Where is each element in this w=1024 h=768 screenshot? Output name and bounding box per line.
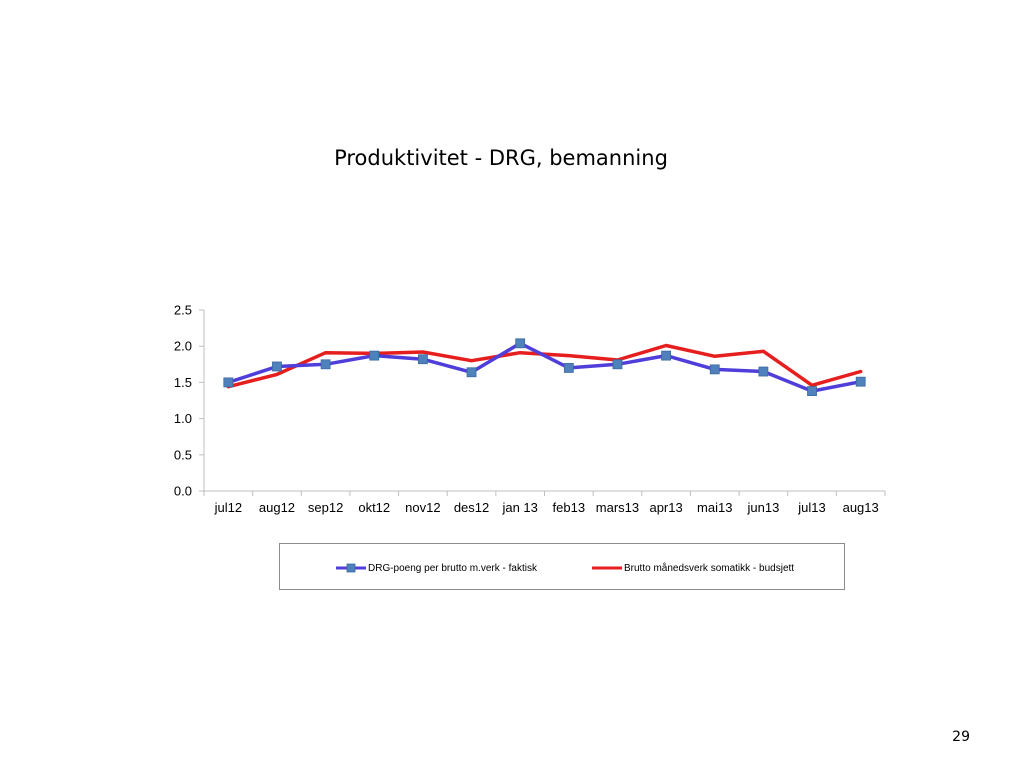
- x-tick-label: aug13: [843, 500, 879, 515]
- x-tick-label: aug12: [259, 500, 295, 515]
- chart-title: Produktivitet - DRG, bemanning: [334, 146, 668, 170]
- series-1-point: [709, 364, 720, 375]
- x-tick-label: des12: [454, 500, 489, 515]
- series-1-point: [807, 386, 817, 396]
- x-tick-label: okt12: [358, 500, 390, 515]
- series-1-point: [223, 377, 234, 388]
- series-1-point: [417, 354, 428, 365]
- x-tick-label: jan 13: [501, 500, 537, 515]
- series-1-point: [272, 361, 282, 372]
- x-tick-label: mai13: [697, 500, 732, 515]
- series-1-point: [466, 367, 477, 378]
- series-1-point: [369, 350, 380, 361]
- series-1-point: [515, 338, 526, 349]
- legend-label-series-2: Brutto månedsverk somatikk - budsjett: [624, 562, 795, 574]
- series-1-point: [855, 376, 866, 387]
- series-1-point: [563, 363, 574, 373]
- legend-swatch-series-2: [592, 566, 622, 570]
- y-tick-label: 0.5: [174, 447, 192, 462]
- legend-label-series-1: DRG-poeng per brutto m.verk - faktisk: [368, 562, 537, 574]
- x-tick-label: jul12: [214, 500, 242, 515]
- x-tick-label: nov12: [405, 500, 440, 515]
- y-tick-label: 2.5: [174, 303, 192, 318]
- x-tick-label: mars13: [596, 500, 639, 515]
- legend-item-series-1: DRG-poeng per brutto m.verk - faktisk: [336, 560, 537, 576]
- y-tick-label: 1.5: [174, 375, 192, 390]
- series-1-point: [661, 350, 672, 361]
- chart-axes: [203, 310, 885, 492]
- series-markers: [223, 338, 866, 396]
- x-tick-label: jun13: [746, 500, 779, 515]
- series-1-point: [612, 359, 623, 370]
- x-axis-ticks: jul12 aug12 sep12 okt12 nov12 des12 jan 13 feb1…: [203, 491, 886, 515]
- series-lines: [226, 341, 863, 393]
- y-tick-label: 2.0: [174, 339, 192, 354]
- y-axis-ticks: 0.0 0.5 1.0 1.5 2.0 2.5: [174, 303, 204, 499]
- x-tick-label: sep12: [308, 500, 343, 515]
- y-tick-label: 1.0: [174, 411, 192, 426]
- chart-legend: DRG-poeng per brutto m.verk - faktisk Br…: [279, 543, 845, 590]
- series-1-point: [758, 366, 769, 377]
- series-1-point: [320, 359, 331, 370]
- series-line-1: [226, 341, 863, 393]
- legend-item-series-2: Brutto månedsverk somatikk - budsjett: [592, 560, 794, 576]
- x-tick-label: feb13: [553, 500, 586, 515]
- page-number: 29: [952, 729, 970, 745]
- x-tick-label: apr13: [649, 500, 682, 515]
- y-tick-label: 0.0: [174, 484, 192, 499]
- legend-swatch-series-1: [336, 563, 366, 573]
- x-tick-label: jul13: [797, 500, 825, 515]
